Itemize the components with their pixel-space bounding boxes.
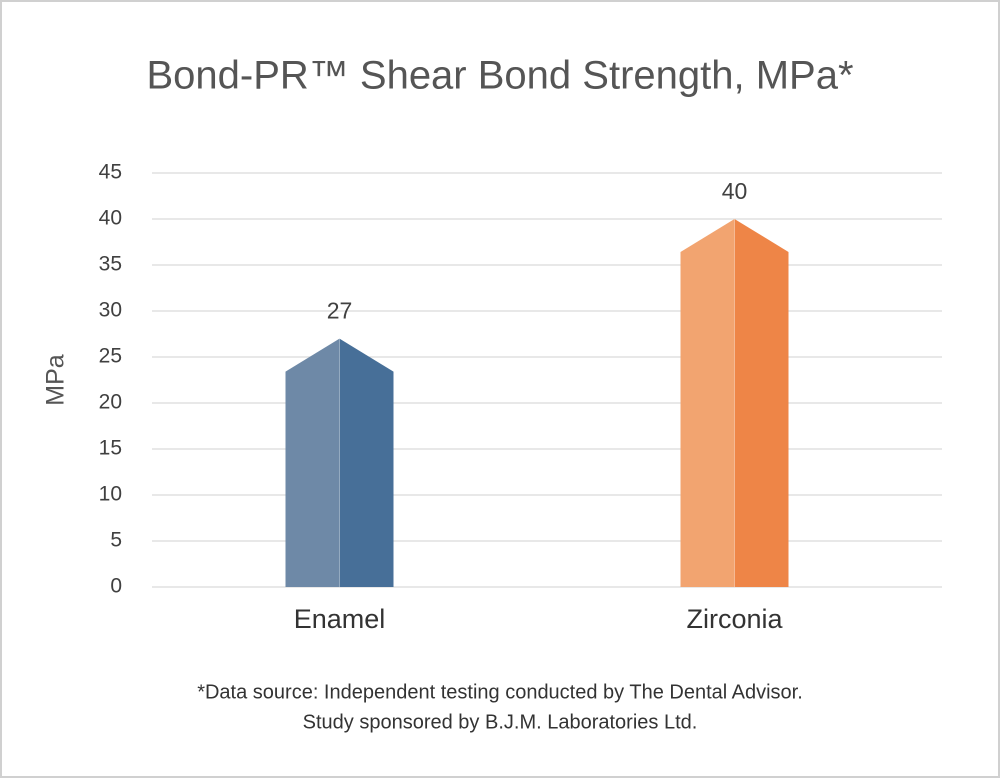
y-axis-label: MPa xyxy=(42,354,70,406)
value-label: 27 xyxy=(327,298,353,324)
bar xyxy=(285,338,394,587)
x-tick-label: Enamel xyxy=(294,604,386,634)
y-tick-label: 5 xyxy=(110,529,122,552)
y-tick-label: 40 xyxy=(99,207,122,230)
y-tick-label: 35 xyxy=(99,253,122,276)
y-tick-label: 30 xyxy=(99,299,122,322)
y-tick-label: 0 xyxy=(110,575,122,598)
footnote: Study sponsored by B.J.M. Laboratories L… xyxy=(303,711,698,733)
footnote: *Data source: Independent testing conduc… xyxy=(197,681,803,703)
x-tick-label: Zirconia xyxy=(686,604,783,634)
y-tick-label: 25 xyxy=(99,345,122,368)
y-tick-label: 20 xyxy=(99,391,122,414)
value-label: 40 xyxy=(722,178,748,204)
chart-title: Bond-PR™ Shear Bond Strength, MPa* xyxy=(146,54,853,98)
y-tick-label: 45 xyxy=(99,161,122,184)
y-tick-label: 10 xyxy=(99,483,122,506)
y-tick-label: 15 xyxy=(99,437,122,460)
bar xyxy=(680,219,789,587)
